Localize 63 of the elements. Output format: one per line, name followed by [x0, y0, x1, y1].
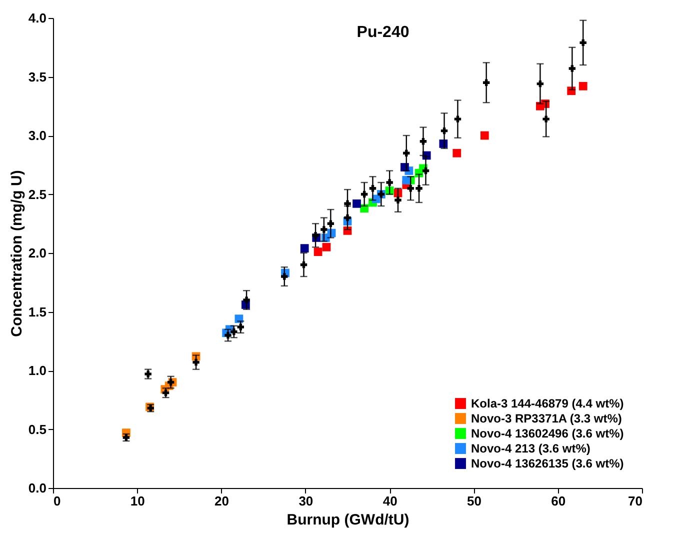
- x-tick-label: 50: [466, 494, 482, 508]
- y-tick-label: 0.0: [28, 480, 46, 496]
- point: [578, 82, 588, 90]
- point: [327, 220, 334, 227]
- point: [422, 167, 430, 174]
- point: [167, 378, 174, 386]
- point: [440, 127, 448, 134]
- legend-label: Novo-3 RP3371A (3.3 wt%): [471, 412, 622, 426]
- point: [580, 39, 586, 46]
- x-tick-label: 70: [628, 494, 642, 508]
- point: [300, 261, 308, 268]
- point: [344, 200, 351, 208]
- legend-label: Novo-4 13626135 (3.6 wt%): [471, 456, 624, 470]
- y-tick-label: 2.5: [28, 186, 46, 202]
- x-tick-label: 40: [382, 494, 398, 508]
- point: [322, 242, 331, 252]
- legend-label: Novo-4 213 (3.6 wt%): [471, 442, 590, 456]
- y-tick-label: 2.0: [28, 246, 46, 260]
- point: [369, 185, 376, 192]
- y-tick-label: 1.5: [28, 304, 46, 320]
- point: [144, 370, 152, 378]
- x-tick-label: 30: [298, 494, 314, 508]
- y-tick-label: 3.5: [28, 69, 46, 84]
- y-axis-title: Concentration (mg/g U): [8, 170, 26, 337]
- point: [192, 358, 200, 366]
- x-axis-title: Burnup (GWd/tU): [286, 512, 410, 528]
- point: [224, 332, 232, 339]
- point: [162, 389, 170, 396]
- point: [344, 214, 351, 222]
- point: [243, 296, 250, 304]
- point: [536, 80, 544, 88]
- point: [394, 196, 402, 204]
- chart-title: Pu-240: [356, 24, 410, 41]
- point: [568, 65, 576, 72]
- point: [312, 232, 319, 239]
- point: [542, 116, 550, 122]
- point: [482, 79, 490, 86]
- legend-label: Kola-3 144-46879 (4.4 wt%): [471, 396, 624, 410]
- point: [454, 116, 462, 122]
- point: [416, 185, 422, 192]
- point: [480, 131, 489, 140]
- point: [230, 328, 238, 336]
- point: [360, 190, 368, 198]
- point: [237, 324, 244, 330]
- point: [407, 185, 414, 192]
- legend-label: Novo-4 13602496 (3.6 wt%): [471, 426, 624, 440]
- point: [452, 148, 462, 158]
- point: [386, 179, 393, 186]
- point: [352, 199, 361, 208]
- y-tick-label: 3.0: [28, 128, 46, 143]
- x-tick-label: 10: [130, 494, 145, 508]
- point: [320, 226, 328, 233]
- x-tick-label: 0: [54, 494, 61, 508]
- point: [420, 138, 427, 145]
- y-tick-label: 1.0: [28, 363, 46, 378]
- y-tick-label: 0.5: [28, 422, 46, 437]
- x-tick-label: 60: [551, 494, 566, 508]
- y-tick-label: 4.0: [28, 10, 46, 26]
- point: [314, 248, 322, 256]
- point: [300, 244, 309, 252]
- x-tick-label: 20: [214, 494, 230, 508]
- point: [281, 273, 288, 280]
- point: [403, 150, 410, 156]
